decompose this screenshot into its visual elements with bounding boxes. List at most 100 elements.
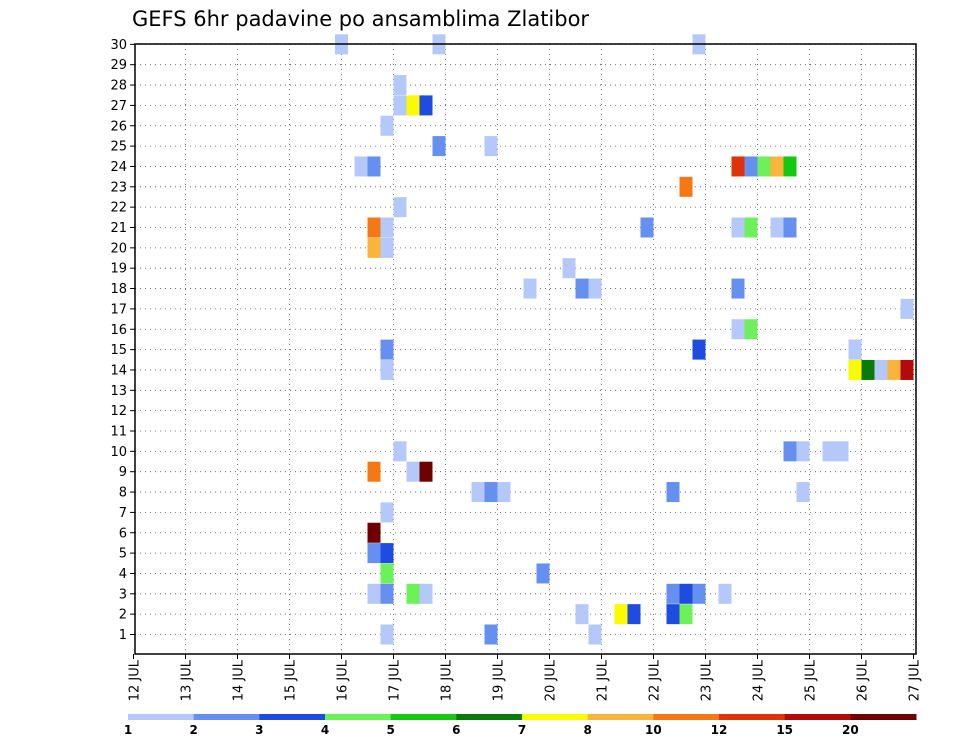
- precip-cell: [406, 95, 420, 116]
- precip-cell: [367, 583, 381, 604]
- x-tick-label: 27 JUL: [908, 659, 923, 701]
- precip-cell: [588, 624, 602, 645]
- colorbar-swatch: [390, 714, 457, 720]
- precip-cell: [666, 482, 680, 503]
- colorbar-label: 4: [321, 723, 329, 737]
- precip-cell: [406, 461, 420, 482]
- precip-cell: [718, 583, 732, 604]
- precip-cell: [900, 359, 914, 380]
- precip-cell: [393, 95, 407, 116]
- precip-cell: [692, 583, 706, 604]
- precip-cell: [367, 543, 381, 564]
- x-tick-label: 16 JUL: [336, 659, 351, 701]
- colorbar-label: 1: [124, 723, 132, 737]
- precip-cell: [848, 359, 862, 380]
- y-tick-label: 15: [110, 343, 127, 358]
- x-tick-label: 21 JUL: [596, 659, 611, 701]
- x-tick-label: 22 JUL: [648, 659, 663, 701]
- colorbar-label: 2: [189, 723, 197, 737]
- precip-cell: [887, 359, 901, 380]
- precip-cell: [796, 441, 810, 462]
- colorbar-label: 5: [386, 723, 394, 737]
- precip-cell: [744, 217, 758, 238]
- y-tick-label: 23: [110, 180, 127, 195]
- y-tick-label: 14: [110, 363, 127, 378]
- y-tick-label: 21: [110, 221, 127, 236]
- y-tick-label: 28: [110, 79, 127, 94]
- precip-cell: [419, 95, 433, 116]
- y-tick-label: 11: [110, 425, 127, 440]
- colorbar-swatch: [325, 714, 392, 720]
- precip-cell: [640, 217, 654, 238]
- colorbar-label: 8: [583, 723, 591, 737]
- precip-cell: [406, 583, 420, 604]
- precip-cell: [666, 604, 680, 625]
- precip-cell: [588, 278, 602, 299]
- colorbar-label: 6: [452, 723, 460, 737]
- colorbar-label: 3: [255, 723, 263, 737]
- y-tick-label: 26: [110, 119, 127, 134]
- precip-cell: [731, 319, 745, 340]
- precip-cell: [367, 461, 381, 482]
- precip-cell: [679, 583, 693, 604]
- precip-cell: [471, 482, 485, 503]
- precip-cell: [419, 461, 433, 482]
- precip-cell: [367, 522, 381, 543]
- precip-cell: [380, 502, 394, 523]
- x-tick-label: 13 JUL: [180, 659, 195, 701]
- x-tick-label: 19 JUL: [492, 659, 507, 701]
- colorbar-swatch: [193, 714, 260, 720]
- precip-cell: [393, 197, 407, 218]
- precip-cell: [380, 624, 394, 645]
- precip-cell: [380, 359, 394, 380]
- precip-cell: [783, 441, 797, 462]
- y-tick-label: 8: [119, 486, 127, 501]
- precip-cell: [783, 156, 797, 177]
- colorbar-swatch: [128, 714, 195, 720]
- colorbar-swatch: [850, 714, 917, 720]
- precip-cell: [744, 319, 758, 340]
- y-tick-label: 4: [119, 567, 127, 582]
- precip-cell: [393, 441, 407, 462]
- precip-cell: [627, 604, 641, 625]
- x-tick-label: 15 JUL: [284, 659, 299, 701]
- precip-cell: [575, 604, 589, 625]
- colorbar-swatch: [784, 714, 851, 720]
- y-tick-label: 20: [110, 241, 127, 256]
- x-tick-label: 17 JUL: [388, 659, 403, 701]
- precip-cell: [822, 441, 836, 462]
- plot-frame: [134, 43, 917, 655]
- precip-cell: [744, 156, 758, 177]
- precip-cell: [419, 583, 433, 604]
- colorbar-label: 15: [776, 723, 793, 737]
- x-tick-label: 18 JUL: [440, 659, 455, 701]
- colorbar-swatch: [259, 714, 326, 720]
- precip-cell: [796, 482, 810, 503]
- y-axis: 1234567891011121314151617181920212223242…: [110, 38, 135, 643]
- precip-cell: [562, 258, 576, 279]
- y-tick-label: 9: [119, 465, 127, 480]
- precip-cell: [757, 156, 771, 177]
- x-tick-label: 23 JUL: [700, 659, 715, 701]
- x-axis: 12 JUL 13 JUL 14 JUL 15 JUL 16 JUL 17 JUL 18 J…: [128, 654, 923, 701]
- precip-cell: [731, 217, 745, 238]
- y-tick-label: 2: [119, 608, 127, 623]
- chart-title: GEFS 6hr padavine po ansamblima Zlatibor: [132, 7, 589, 31]
- y-tick-label: 13: [110, 384, 127, 399]
- precip-cell: [432, 136, 446, 157]
- colorbar-swatch: [522, 714, 589, 720]
- precip-cell: [380, 563, 394, 584]
- precip-cell: [731, 278, 745, 299]
- y-tick-label: 30: [110, 38, 127, 53]
- precip-cell: [393, 75, 407, 96]
- grid-lines: [135, 43, 916, 654]
- colorbar-swatch: [719, 714, 786, 720]
- precip-cell: [380, 115, 394, 136]
- x-tick-label: 26 JUL: [856, 659, 871, 701]
- y-tick-label: 22: [110, 201, 127, 216]
- precip-cell: [380, 217, 394, 238]
- y-tick-label: 3: [119, 587, 127, 602]
- x-tick-label: 12 JUL: [128, 659, 143, 701]
- precip-cell: [380, 237, 394, 258]
